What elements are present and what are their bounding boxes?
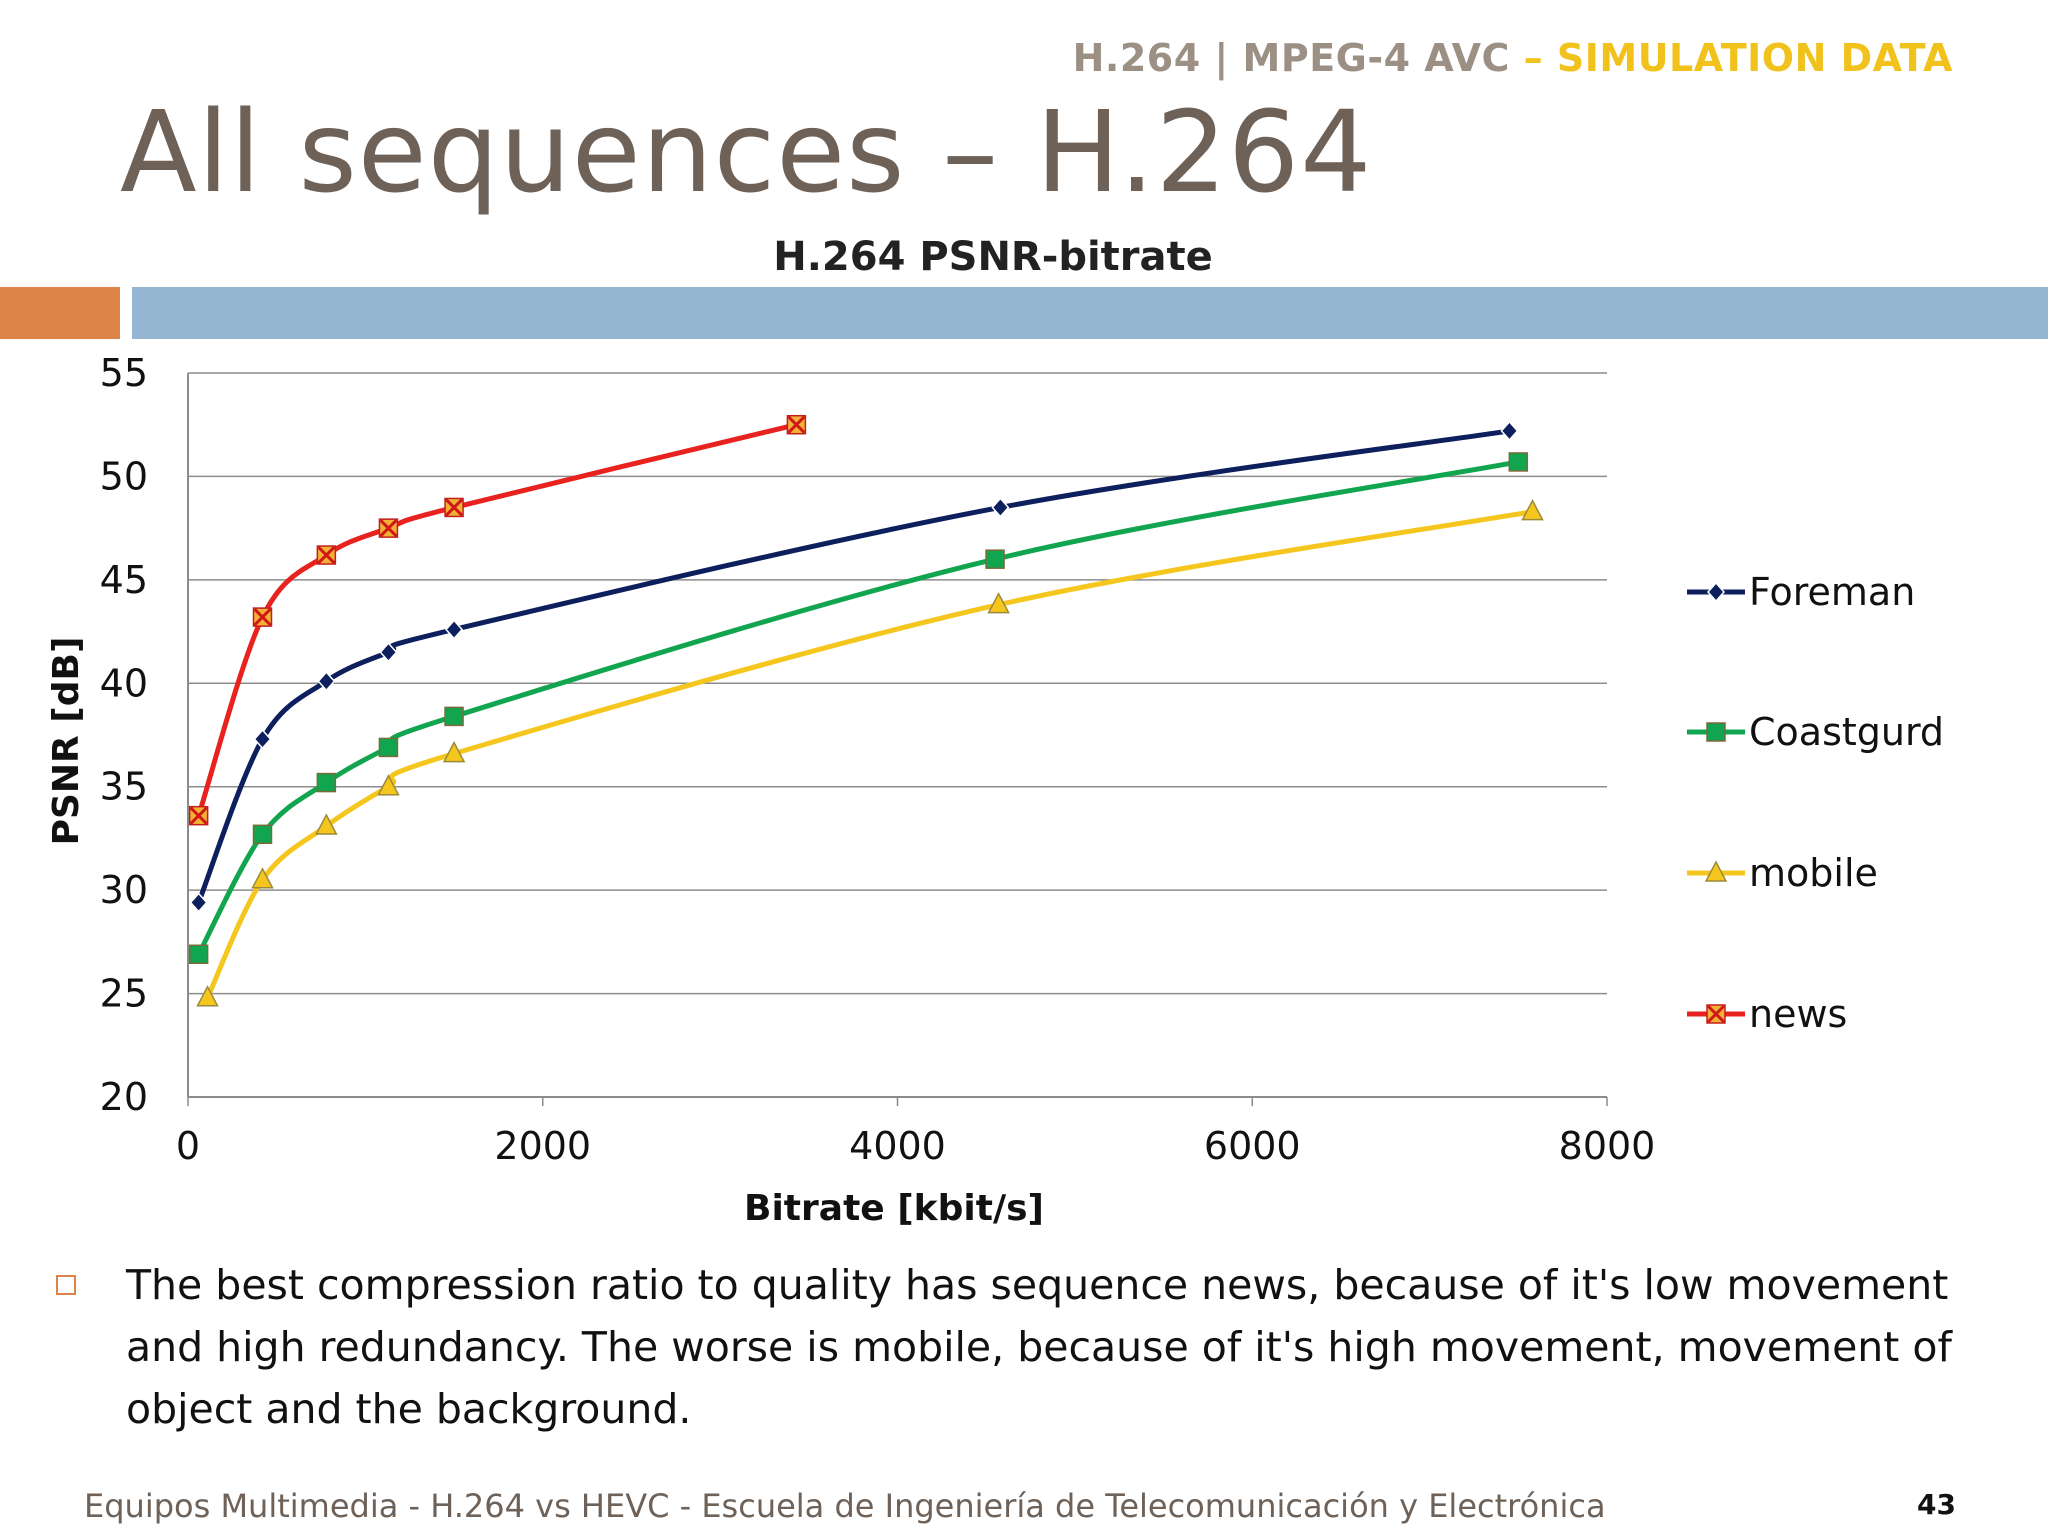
y-tick-label: 45: [100, 558, 148, 602]
data-point-mobile: [377, 774, 400, 796]
y-axis-label: PSNR [dB]: [46, 637, 87, 846]
data-point-news: [786, 414, 807, 435]
footer-text: Equipos Multimedia - H.264 vs HEVC - Esc…: [84, 1487, 1606, 1525]
legend-marker-mobile: [1704, 860, 1728, 882]
data-point-foreman: [379, 642, 398, 663]
grid-lines: [188, 372, 1607, 995]
series-line-foreman: [196, 428, 1512, 906]
marker-cross: [787, 415, 806, 434]
data-point-foreman: [317, 671, 336, 692]
y-tick-label: 50: [100, 454, 148, 498]
page-number: 43: [1917, 1488, 1956, 1521]
data-point-news: [316, 545, 337, 565]
y-tick-label: 35: [100, 765, 148, 809]
psnr-bitrate-chart: H.264 PSNR-bitrate 20 25 30 35 40 45 50 55 0 2000…: [46, 234, 1944, 1229]
data-point-mobile: [987, 592, 1010, 614]
data-point-foreman: [253, 729, 272, 750]
slide-title: All sequences – H.264: [120, 88, 1373, 218]
legend-label-news: news: [1749, 992, 1847, 1036]
data-point-news: [252, 607, 273, 627]
legend-marker-news: [1706, 1004, 1726, 1024]
x-tick-label: 2000: [494, 1124, 591, 1168]
data-point-coastgurd: [985, 549, 1005, 569]
y-tick-label: 40: [100, 661, 148, 705]
legend-label-coastgurd: Coastgurd: [1749, 710, 1944, 754]
data-point-news: [188, 805, 209, 826]
section-tag-highlight: – SIMULATION DATA: [1523, 36, 1953, 80]
bullet-marker: [56, 1275, 76, 1295]
marker-cross: [445, 498, 464, 517]
x-tick-label: 0: [176, 1124, 200, 1168]
data-point-news: [378, 518, 399, 538]
x-tick-label: 6000: [1204, 1124, 1301, 1168]
accent-bar-orange: [0, 287, 120, 339]
y-tick-label: 20: [100, 1075, 148, 1119]
data-point-foreman: [991, 497, 1010, 518]
marker-cross: [317, 545, 336, 565]
data-point-mobile: [315, 813, 338, 835]
y-tick-label: 25: [100, 972, 148, 1016]
data-point-news: [444, 497, 464, 518]
marker-cross: [253, 608, 272, 627]
legend-label-mobile: mobile: [1749, 851, 1878, 895]
data-point-coastgurd: [444, 706, 464, 727]
data-point-coastgurd: [188, 944, 209, 965]
marker-cross: [1706, 1004, 1726, 1024]
data-point-mobile: [442, 741, 466, 763]
accent-bar-blue: [132, 287, 2048, 339]
x-tick-label: 4000: [849, 1124, 946, 1168]
data-point-foreman: [445, 619, 464, 640]
y-tick-label: 30: [100, 868, 148, 912]
chart-title: H.264 PSNR-bitrate: [773, 234, 1213, 280]
marker-cross: [189, 806, 208, 825]
series-line-mobile: [205, 509, 1535, 1001]
legend-marker-foreman: [1706, 581, 1726, 603]
section-tag: H.264 | MPEG-4 AVC – SIMULATION DATA: [1073, 36, 1953, 80]
section-tag-main: H.264 | MPEG-4 AVC: [1072, 36, 1510, 80]
data-point-coastgurd: [316, 772, 337, 793]
data-point-mobile: [251, 867, 274, 889]
legend-label-foreman: Foreman: [1749, 570, 1915, 614]
y-tick-label: 55: [100, 351, 148, 395]
marker-cross: [379, 519, 398, 538]
x-axis-label: Bitrate [kbit/s]: [744, 1188, 1044, 1229]
body-paragraph: The best compression ratio to quality ha…: [126, 1261, 1952, 1433]
series-lines: [188, 414, 1544, 1007]
series-line-news: [196, 422, 799, 819]
axes: 20 25 30 35 40 45 50 55 0 2000 4000 6000 8000: [100, 351, 1656, 1168]
data-point-mobile: [1521, 498, 1544, 521]
data-point-coastgurd: [1508, 452, 1529, 472]
x-tick-label: 8000: [1559, 1124, 1656, 1168]
data-point-foreman: [189, 892, 208, 913]
data-point-coastgurd: [252, 824, 273, 845]
legend: Foreman Coastgurd mobile news: [1687, 570, 1944, 1036]
data-point-foreman: [1500, 420, 1519, 442]
data-point-mobile: [196, 985, 219, 1007]
data-point-coastgurd: [378, 737, 399, 758]
legend-marker-coastgurd: [1706, 722, 1726, 742]
